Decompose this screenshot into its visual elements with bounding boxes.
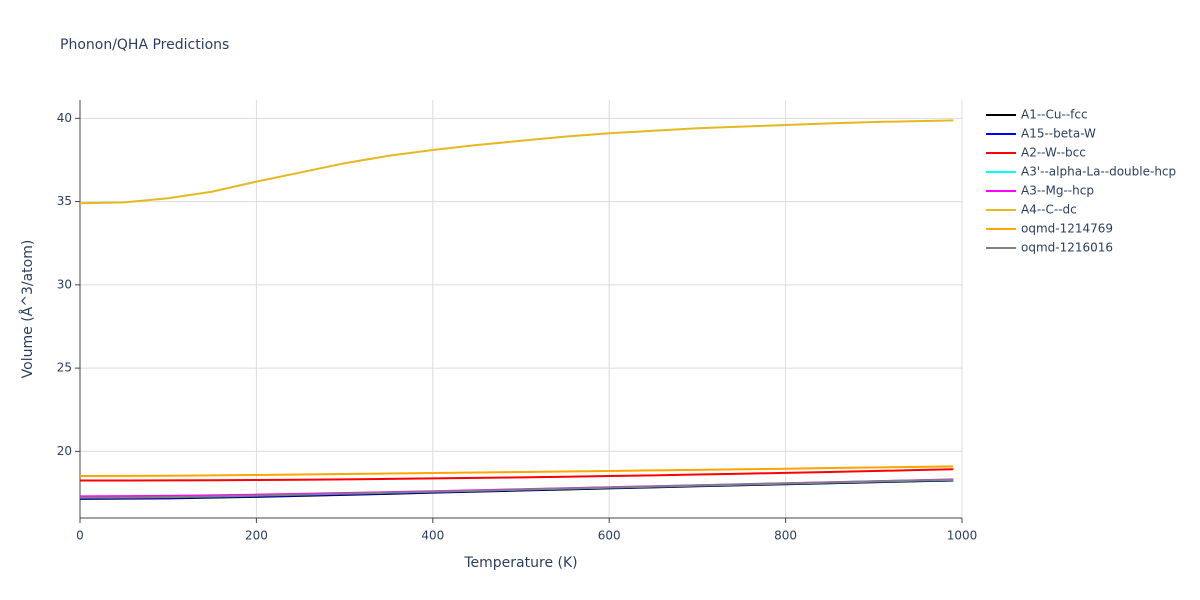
line-series [79,465,954,478]
legend-label: A15--beta-W [1021,127,1096,141]
x-tick-label: 400 [421,529,444,543]
y-axis-title: Volume (Å^3/atom) [19,240,36,379]
legend-label: A1--Cu--fcc [1021,108,1088,122]
y-tick-label: 40 [57,111,72,125]
legend-label: oqmd-1216016 [1021,241,1113,255]
x-tick-label: 200 [245,529,268,543]
y-tick-label: 25 [57,361,72,375]
x-tick-label: 800 [774,529,797,543]
legend-label: A3'--alpha-La--double-hcp [1021,165,1176,179]
legend-label: A4--C--dc [1021,203,1077,217]
x-tick-label: 0 [76,529,84,543]
legend-label: A2--W--bcc [1021,146,1086,160]
line-series [79,478,954,499]
y-tick-label: 35 [57,194,72,208]
chart-title: Phonon/QHA Predictions [60,37,229,53]
line-series [79,119,954,205]
y-tick-label: 30 [57,277,72,291]
y-tick-label: 20 [57,444,72,458]
legend-label: A3--Mg--hcp [1021,184,1094,198]
x-tick-label: 1000 [947,529,978,543]
x-tick-label: 600 [598,529,621,543]
line-series [80,468,954,482]
x-axis-title: Temperature (K) [463,555,577,571]
legend-label: oqmd-1214769 [1021,222,1113,236]
